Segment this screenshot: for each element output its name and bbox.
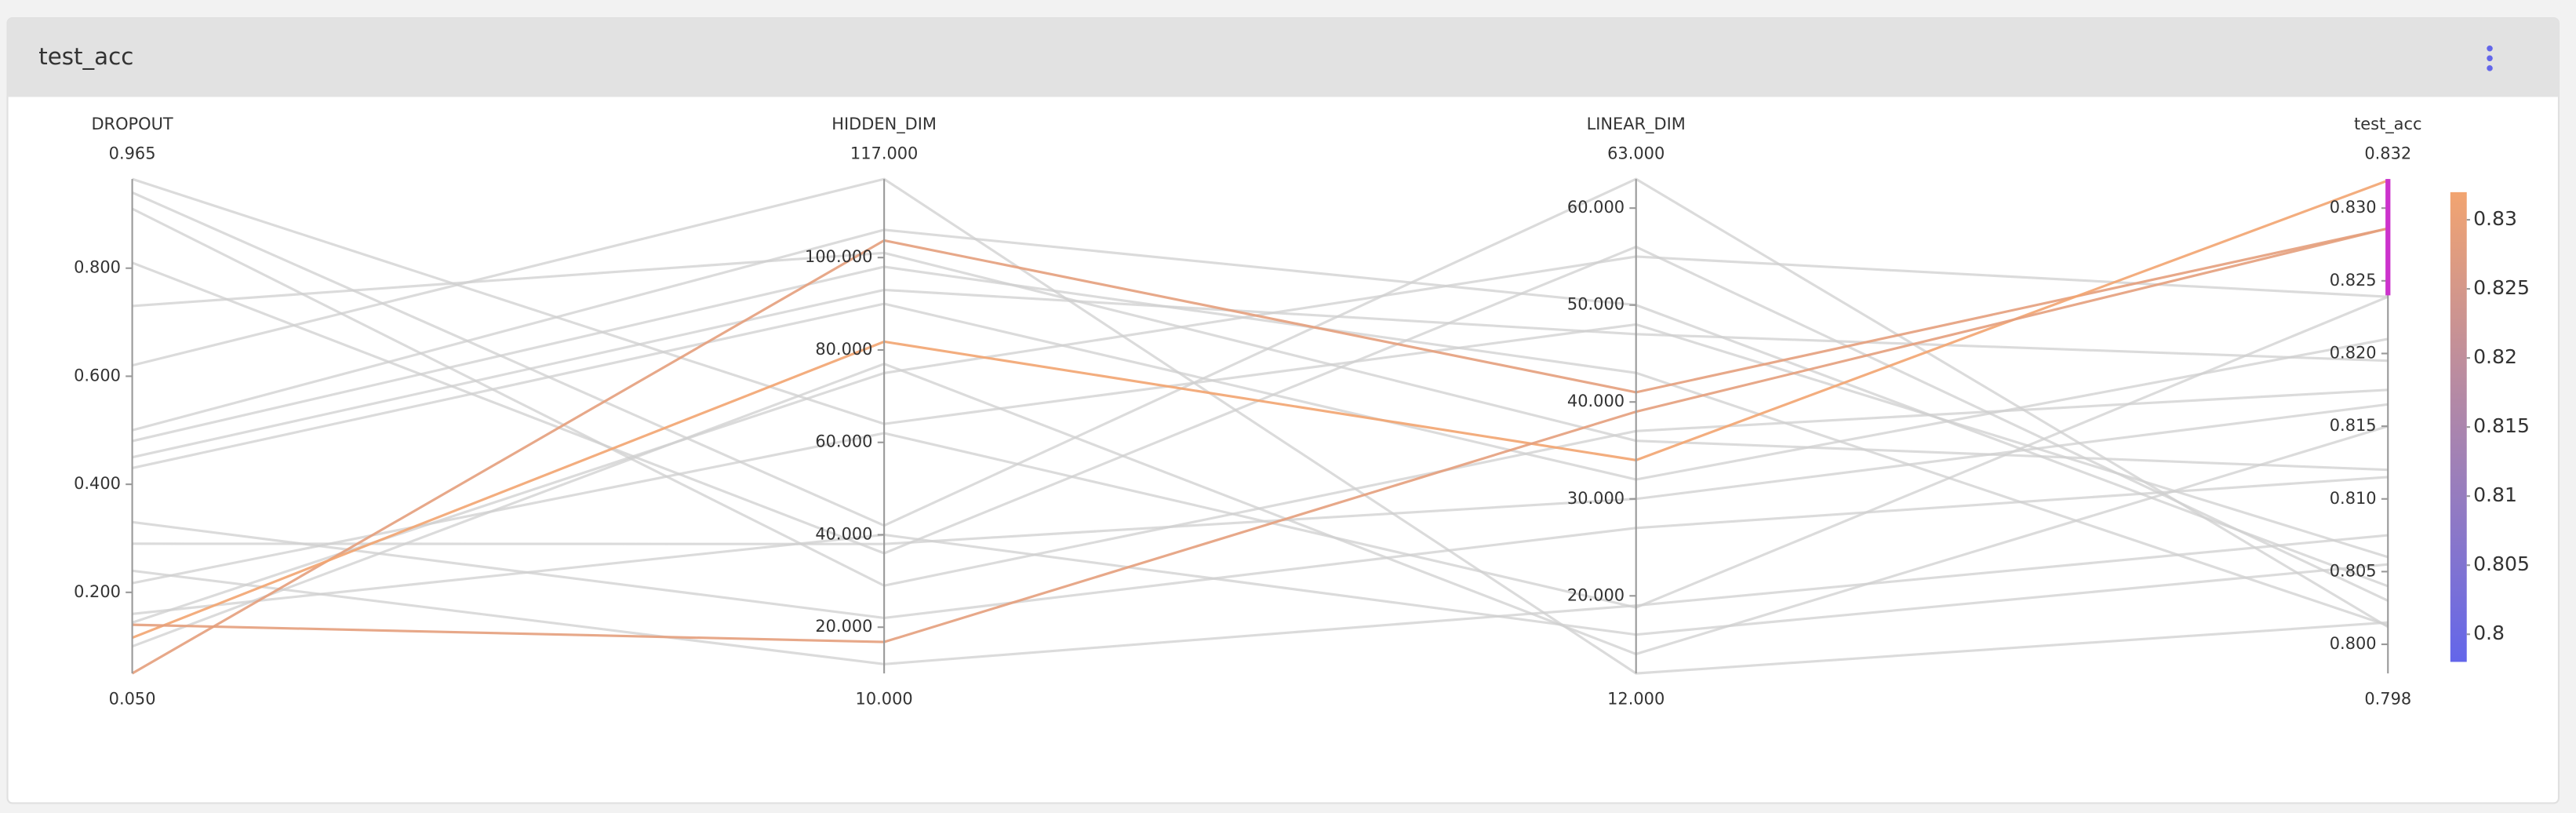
menu-button[interactable] (2487, 45, 2493, 71)
run-line (132, 295, 2389, 609)
tick-label: 0.400 (74, 474, 121, 493)
run-line (132, 228, 2389, 588)
axis-min-label: 10.000 (856, 690, 913, 709)
colorbar-tick-label: 0.81 (2473, 483, 2517, 506)
colorbar-tick-label: 0.815 (2473, 414, 2530, 437)
tick-label: 0.800 (74, 258, 121, 277)
tick-label: 80.000 (815, 340, 872, 359)
run-line (132, 362, 2389, 656)
run-line (132, 534, 2389, 665)
colorbar-tick-label: 0.825 (2473, 276, 2530, 299)
axis-name: test_acc (2354, 115, 2421, 133)
tick-label: 100.000 (805, 247, 872, 266)
run-lines (131, 177, 2389, 675)
tick-label: 20.000 (1567, 585, 1625, 604)
run-line (132, 251, 2389, 472)
run-line (132, 177, 2389, 675)
axis-max-label: 117.000 (850, 144, 918, 163)
axis-name: HIDDEN_DIM (831, 115, 937, 133)
tick-label: 20.000 (815, 617, 872, 636)
run-line (132, 302, 2389, 481)
axis-max-label: 0.832 (2364, 144, 2411, 163)
run-line (132, 288, 2389, 459)
run-line (132, 177, 2389, 559)
tick-label: 40.000 (1567, 392, 1625, 410)
run-line (132, 227, 2389, 643)
axis-min-label: 0.050 (109, 690, 156, 709)
tick-label: 30.000 (1567, 489, 1625, 508)
colorbar-tick-label: 0.83 (2473, 207, 2517, 230)
colorbar (2450, 191, 2467, 662)
tick-label: 0.820 (2330, 343, 2377, 362)
axis-max-label: 0.965 (109, 144, 156, 163)
colorbar-tick-label: 0.805 (2473, 552, 2530, 575)
colorbar-tick-label: 0.8 (2473, 622, 2505, 644)
tick-label: 0.600 (74, 366, 121, 385)
tick-label: 0.805 (2330, 561, 2377, 580)
tick-label: 60.000 (1567, 198, 1625, 217)
tick-label: 50.000 (1567, 295, 1625, 314)
tick-label: 0.815 (2330, 416, 2377, 435)
axis-min-label: 0.798 (2364, 690, 2411, 709)
colorbar-tick-label: 0.82 (2473, 345, 2517, 368)
axis-name: LINEAR_DIM (1587, 115, 1686, 133)
tick-label: 0.830 (2330, 198, 2377, 217)
tick-label: 0.810 (2330, 489, 2377, 508)
run-line (131, 227, 2389, 675)
run-line (132, 265, 2389, 627)
run-line (132, 476, 2389, 620)
tick-label: 0.825 (2330, 271, 2377, 290)
tick-label: 40.000 (815, 524, 872, 543)
tick-label: 0.200 (74, 582, 121, 601)
run-line (132, 255, 2389, 624)
axis-max-label: 63.000 (1607, 144, 1665, 163)
run-line (131, 177, 2389, 629)
tick-label: 60.000 (815, 432, 872, 451)
axis-min-label: 12.000 (1607, 690, 1665, 709)
run-line (132, 533, 2389, 636)
panel-header (7, 18, 2559, 97)
axis-name: DROPOUT (91, 115, 173, 133)
tick-label: 0.800 (2330, 634, 2377, 653)
panel-title: test_acc (38, 43, 133, 70)
